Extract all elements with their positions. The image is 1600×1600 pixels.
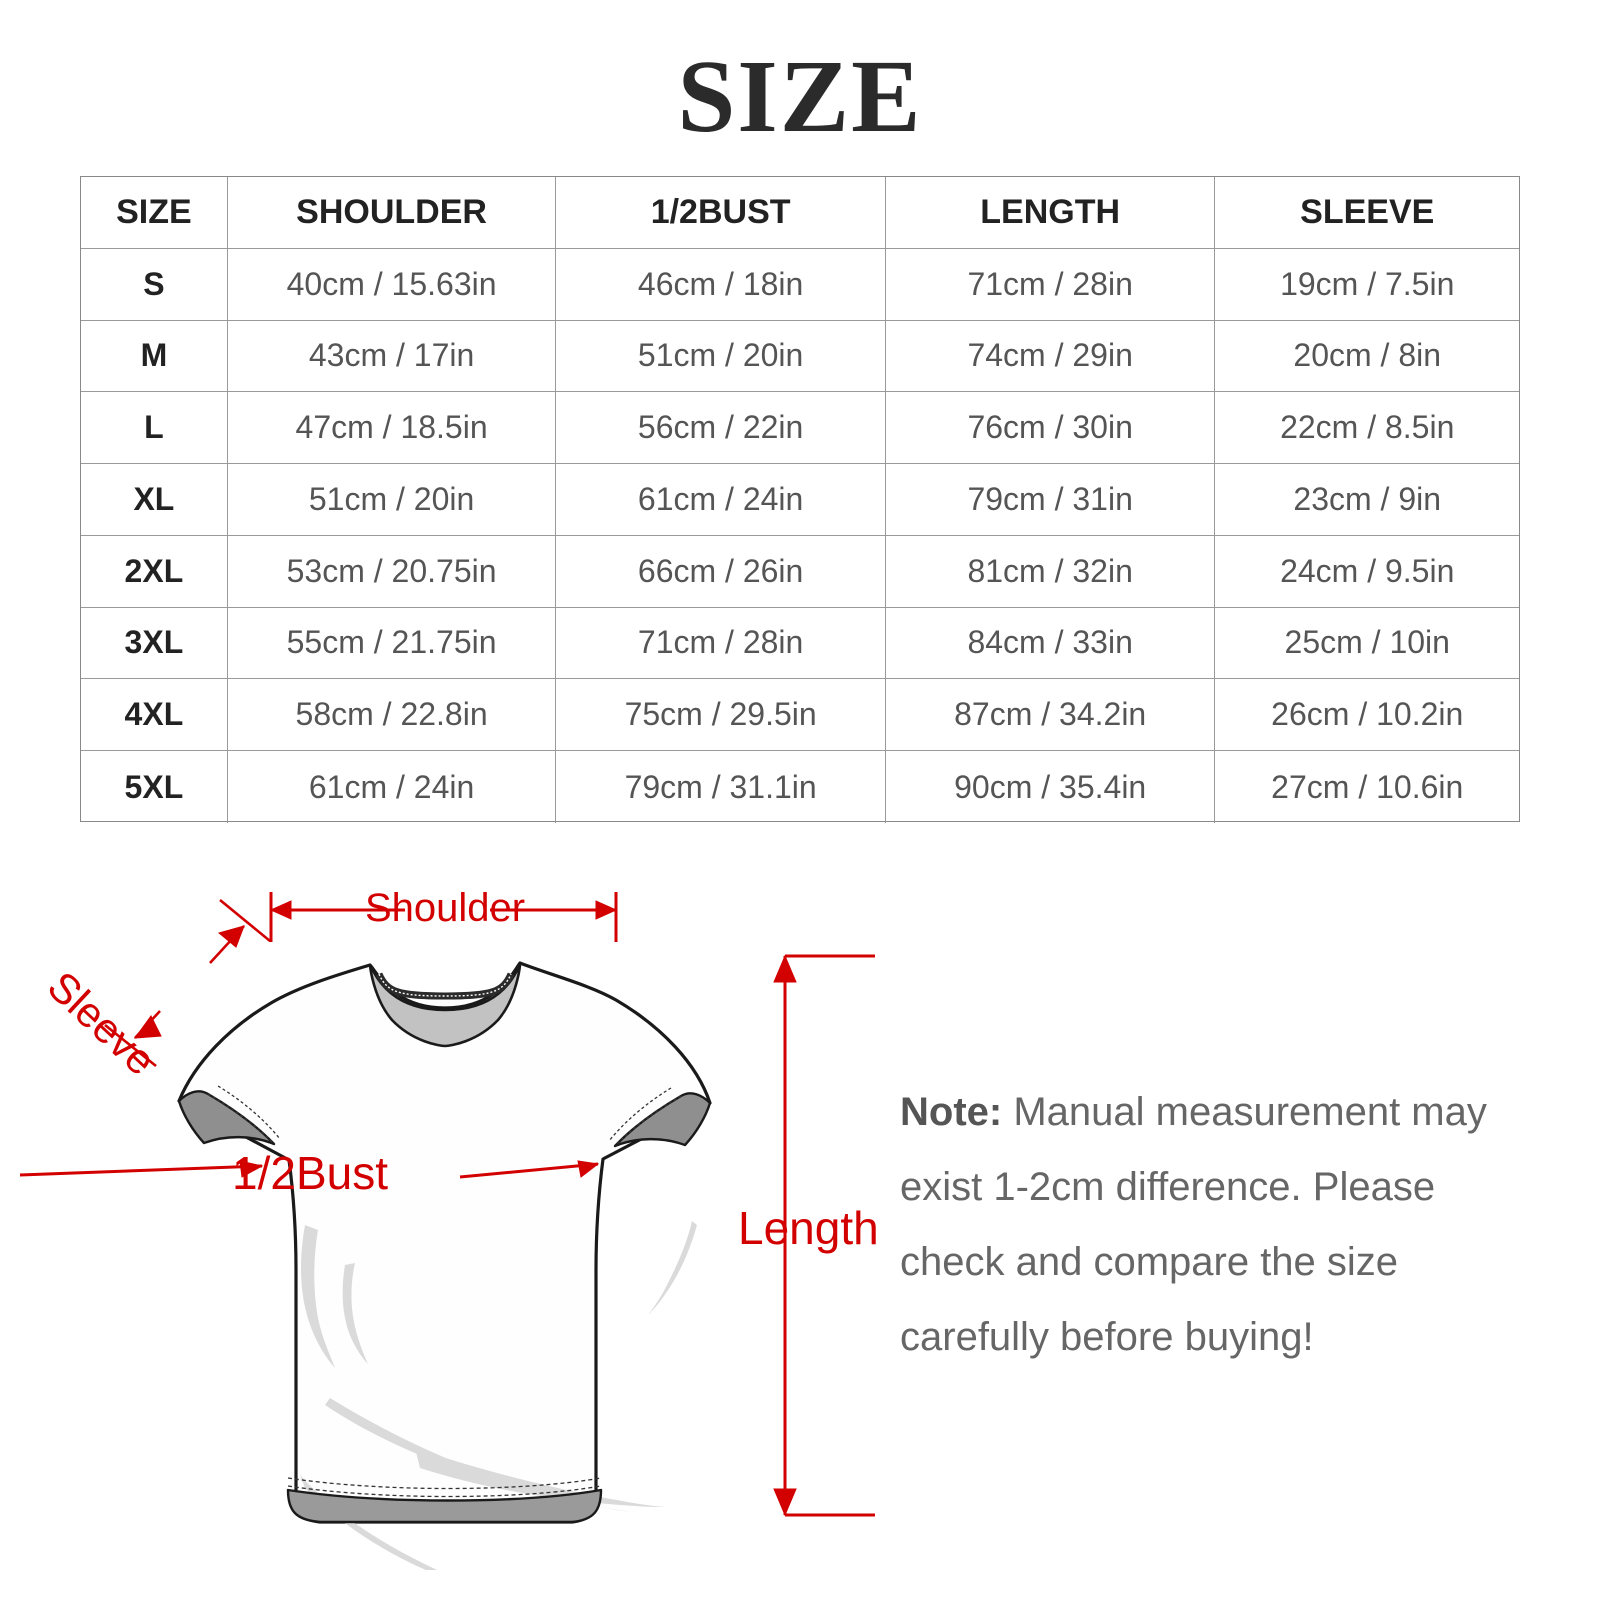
svg-text:1/2Bust: 1/2Bust xyxy=(232,1147,388,1199)
svg-text:Length: Length xyxy=(738,1202,879,1254)
svg-text:Shoulder: Shoulder xyxy=(365,886,525,930)
